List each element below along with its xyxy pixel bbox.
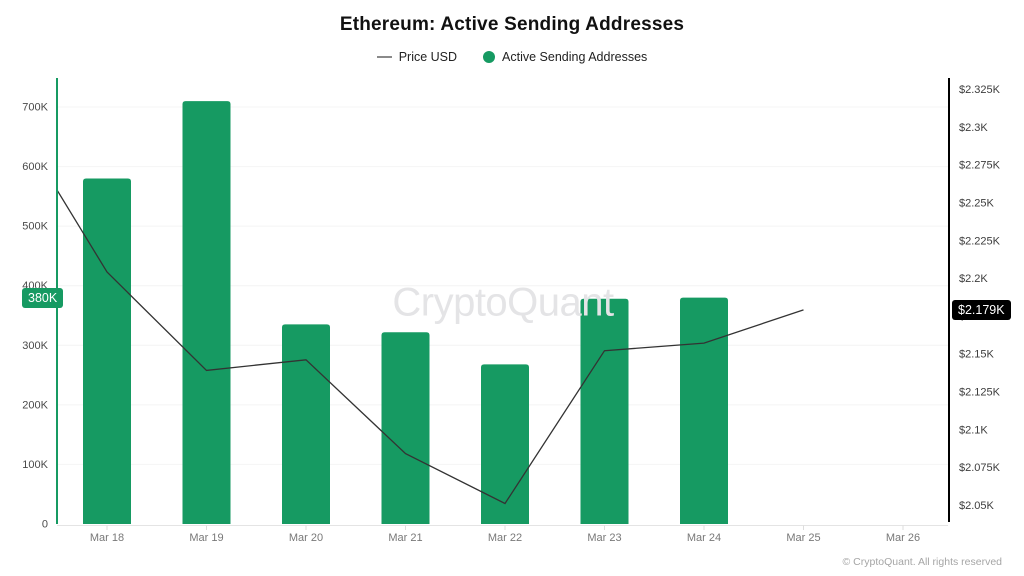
right-axis-label-2325: $2.325K bbox=[959, 84, 1001, 96]
x-axis-label-mar-21: Mar 21 bbox=[388, 532, 422, 544]
right-axis-label-2050: $2.05K bbox=[959, 500, 995, 512]
legend-item-active-sending-addresses[interactable]: Active Sending Addresses bbox=[483, 50, 647, 64]
x-axis-label-mar-19: Mar 19 bbox=[189, 532, 223, 544]
left-axis-label-700k: 700K bbox=[22, 102, 48, 114]
right-axis-label-2250: $2.25K bbox=[959, 198, 995, 210]
copyright-footer: © CryptoQuant. All rights reserved bbox=[842, 556, 1002, 568]
x-axis-label-mar-26: Mar 26 bbox=[886, 532, 920, 544]
right-axis-label-2275: $2.275K bbox=[959, 160, 1001, 172]
bar-mar-24[interactable] bbox=[680, 297, 728, 524]
right-axis-label-2200: $2.2K bbox=[959, 273, 988, 285]
x-axis-label-mar-24: Mar 24 bbox=[687, 532, 721, 544]
left-axis-label-600k: 600K bbox=[22, 161, 48, 173]
left-axis-label-200k: 200K bbox=[22, 399, 48, 411]
legend-label-price-usd: Price USD bbox=[398, 50, 458, 64]
dot-series-icon bbox=[483, 51, 496, 63]
bar-mar-22[interactable] bbox=[481, 364, 529, 524]
left-axis-label-500k: 500K bbox=[22, 221, 48, 233]
right-axis-current-value-badge: $2.179K bbox=[952, 299, 1011, 320]
left-axis-label-0: 0 bbox=[42, 519, 48, 531]
right-axis-label-2225: $2.225K bbox=[959, 235, 1001, 247]
x-axis-label-mar-23: Mar 23 bbox=[587, 532, 621, 544]
legend: Price USD Active Sending Addresses bbox=[0, 50, 1024, 64]
line-series-icon bbox=[376, 56, 392, 58]
x-axis-label-mar-22: Mar 22 bbox=[488, 532, 522, 544]
right-axis-label-2300: $2.3K bbox=[959, 122, 988, 134]
right-axis-label-2125: $2.125K bbox=[959, 387, 1001, 399]
price-line[interactable] bbox=[8, 109, 804, 505]
left-axis-label-100k: 100K bbox=[22, 459, 48, 471]
right-axis-label-2100: $2.1K bbox=[959, 424, 988, 436]
legend-label-active-sending-addresses: Active Sending Addresses bbox=[502, 50, 648, 64]
right-axis-label-2150: $2.15K bbox=[959, 349, 995, 361]
bar-mar-21[interactable] bbox=[381, 332, 430, 524]
bar-mar-20[interactable] bbox=[282, 324, 330, 524]
bar-mar-23[interactable] bbox=[580, 298, 629, 524]
bar-mar-19[interactable] bbox=[182, 101, 231, 524]
left-axis-current-value-badge: 380K bbox=[22, 287, 64, 308]
chart-title: Ethereum: Active Sending Addresses bbox=[339, 14, 685, 35]
x-axis-label-mar-20: Mar 20 bbox=[289, 532, 323, 544]
legend-item-price-usd[interactable]: Price USD bbox=[376, 50, 458, 64]
left-axis-label-300k: 300K bbox=[22, 340, 48, 352]
x-axis-label-mar-25: Mar 25 bbox=[786, 532, 820, 544]
right-axis-label-2075: $2.075K bbox=[959, 462, 1001, 474]
bar-mar-18[interactable] bbox=[83, 178, 131, 525]
x-axis-label-mar-18: Mar 18 bbox=[90, 532, 124, 544]
